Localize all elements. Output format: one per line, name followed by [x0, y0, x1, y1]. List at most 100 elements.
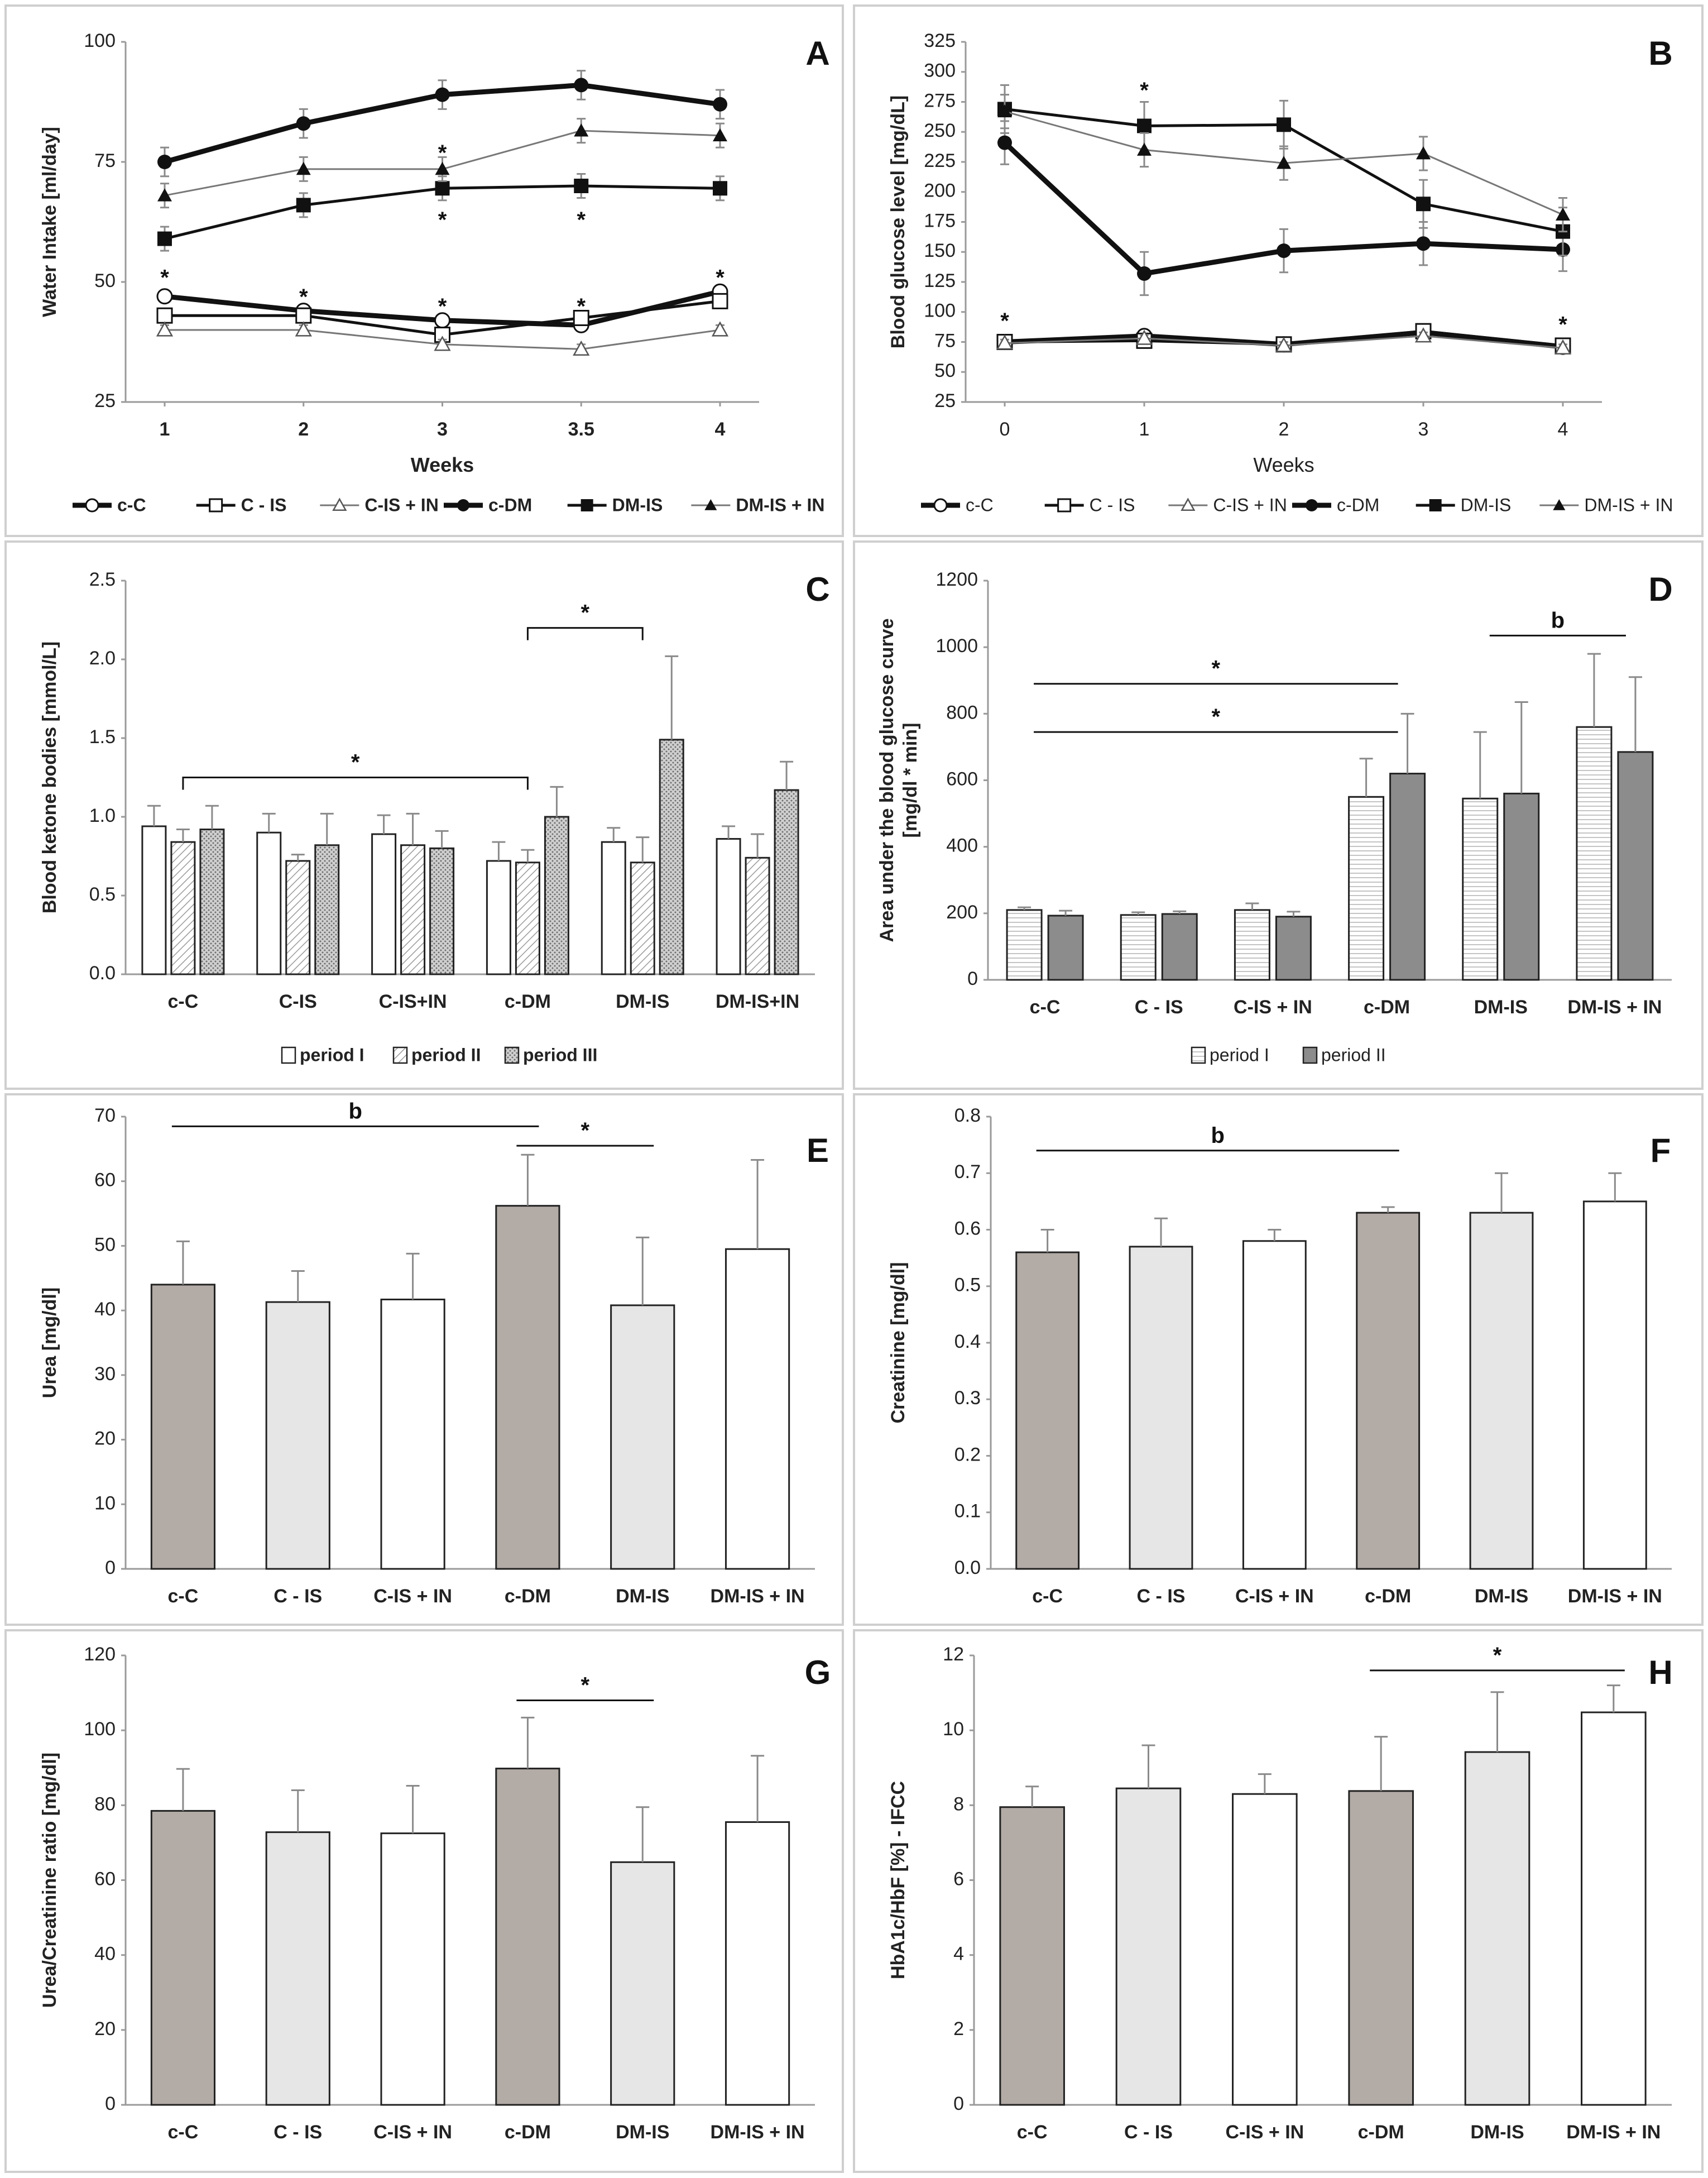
panel-letter: F [1651, 1132, 1671, 1169]
marker-circle-filled [435, 87, 450, 102]
panel-letter: G [805, 1654, 831, 1691]
x-tick-label: C - IS [1137, 1586, 1186, 1607]
marker-triangle-open [573, 340, 590, 356]
bar [265, 1831, 330, 2106]
x-tick-label: 3.5 [568, 419, 594, 440]
bar [1503, 792, 1540, 981]
marker-square-open [209, 498, 223, 513]
x-tick-label: DM-IS [1475, 1586, 1528, 1607]
legend-label: period I [300, 1045, 364, 1065]
y-tick-label: 60 [94, 1868, 116, 1889]
x-axis-label: Weeks [1253, 453, 1314, 476]
legend-label: DM-IS + IN [1584, 495, 1673, 515]
x-tick-label: C-IS + IN [1225, 2122, 1304, 2143]
marker-circle-filled [1277, 243, 1291, 259]
series-c-is-in [156, 321, 729, 356]
significance-marker: * [438, 141, 447, 165]
panel-letter: A [805, 35, 829, 72]
bar [1006, 909, 1043, 981]
series-period-iii [199, 655, 799, 975]
y-tick-label: 1.0 [89, 805, 116, 826]
marker-square-filled [574, 179, 589, 193]
y-tick-label: 70 [94, 1105, 116, 1126]
marker-triangle-open [1181, 497, 1196, 511]
marker-square-open [573, 310, 589, 326]
legend-item: DM-IS [567, 495, 663, 515]
x-tick-label: C - IS [1124, 2122, 1173, 2143]
marker-square-open [156, 307, 173, 324]
legend-label: C-IS + IN [364, 495, 438, 515]
y-tick-label: 0 [105, 1557, 116, 1578]
bar [199, 829, 225, 975]
bar [1617, 751, 1654, 981]
legend-item: C-IS + IN [320, 495, 439, 515]
panel-D: D 0 200 400 600 800 1000 1200 Area under the blo… [853, 540, 1704, 1090]
series-period-ii [170, 812, 770, 975]
bracket-line [526, 627, 644, 640]
bar [1015, 1251, 1080, 1570]
bar [371, 833, 397, 975]
panel-G: G 0 20 40 60 80 100 120 Urea/Creatinine ratio [m… [4, 1629, 844, 2173]
x-tick-label: c-C [168, 1586, 199, 1607]
bar [1129, 1246, 1193, 1570]
bar [716, 837, 741, 975]
x-tick-label: c-DM [505, 2122, 551, 2143]
marker-square-filled [580, 499, 593, 511]
y-tick-label: 20 [94, 2018, 116, 2040]
x-tick-label: DM-IS + IN [1566, 2122, 1661, 2143]
y-tick-label: 100 [84, 1719, 116, 1740]
y-tick-label: 0.0 [954, 1557, 981, 1578]
marker-square-filled [1277, 117, 1291, 132]
marker-circle-filled [713, 97, 727, 112]
x-tick-label: DM-IS [1474, 997, 1528, 1018]
marker-square-open [1057, 498, 1072, 513]
y-tick-label: 25 [94, 390, 116, 411]
bar [1234, 909, 1270, 981]
panel-border [853, 540, 1704, 1090]
y-tick-label: 0 [105, 2093, 116, 2114]
y-tick-label: 100 [84, 30, 116, 51]
panel-F: F 0.0 0.1 0.2 0.3 0.4 0.5 0.6 0.7 0.8 Creatinine [… [853, 1093, 1704, 1626]
significance-bracket: b [171, 1099, 539, 1127]
series-c-dm [157, 70, 727, 178]
bar [380, 1298, 445, 1570]
significance-marker: * [1493, 1643, 1502, 1668]
marker-triangle-filled [1416, 146, 1431, 160]
x-axis-label: Weeks [411, 453, 474, 476]
marker-circle-filled [1416, 236, 1431, 251]
panel-A: A 25 50 75 100 Water Intake [ml/day] 1 2 3 3.5 4 We… [4, 4, 844, 537]
significance-marker: * [438, 294, 447, 319]
significance-marker: * [299, 285, 308, 309]
y-axis-label: Creatinine [mg/dl] [887, 1262, 909, 1423]
significance-marker: * [1212, 657, 1221, 681]
bar [999, 1806, 1065, 2106]
significance-marker: * [438, 208, 447, 232]
legend-item: C - IS [1044, 495, 1135, 515]
x-tick-label: c-C [168, 2122, 199, 2143]
marker-triangle-open [1414, 327, 1432, 343]
significance-bracket: * [1034, 705, 1398, 733]
x-tick-label: c-DM [505, 991, 551, 1012]
y-axis-label: Urea/Creatinine ratio [mg/dl] [39, 1753, 60, 2008]
marker-circle-open [85, 498, 99, 513]
y-tick-label: 0.3 [954, 1387, 981, 1409]
significance-marker: b [1211, 1123, 1224, 1148]
series-c-is-in [996, 327, 1572, 355]
y-tick-label: 100 [924, 300, 956, 322]
x-tick-label: C-IS + IN [373, 1586, 452, 1607]
legend-item: C-IS + IN [1168, 495, 1287, 515]
legend-label: period II [411, 1045, 481, 1065]
significance-marker: * [1000, 309, 1009, 333]
y-tick-label: 2 [953, 2018, 964, 2040]
bar [1581, 1711, 1647, 2106]
x-tick-label: DM-IS [616, 991, 669, 1012]
panel-C: C 0.0 0.5 1.0 1.5 2.0 2.5 Blood ketone bodies [… [4, 540, 844, 1090]
significance-marker: * [581, 1673, 590, 1698]
bar [515, 861, 540, 975]
y-tick-label: 1200 [935, 569, 978, 590]
marker-triangle-open [295, 321, 312, 337]
y-tick-label: 800 [946, 702, 978, 723]
bar [610, 1304, 675, 1570]
x-tick-label: 3 [1418, 419, 1429, 440]
bar [486, 860, 511, 975]
